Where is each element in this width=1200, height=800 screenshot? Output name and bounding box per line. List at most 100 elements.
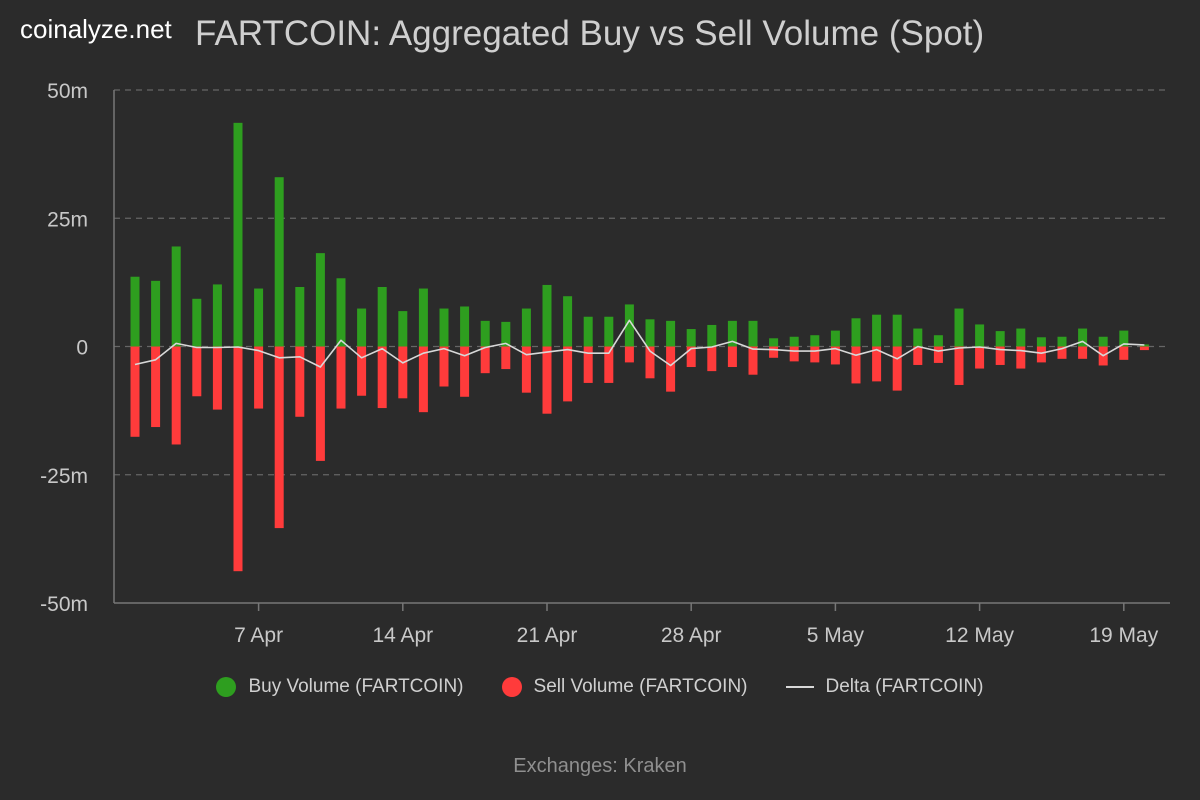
sell-bar bbox=[480, 346, 490, 374]
buy-bar bbox=[480, 320, 490, 347]
sell-bar bbox=[274, 346, 284, 529]
buy-bar bbox=[624, 304, 634, 347]
buy-bar bbox=[254, 288, 264, 347]
buy-bar bbox=[336, 278, 346, 347]
y-tick-label: 0 bbox=[76, 337, 88, 360]
sell-bar bbox=[604, 346, 614, 383]
y-axis: 50m 25m 0 -25m -50m bbox=[40, 80, 115, 616]
x-tick-label: 19 May bbox=[1089, 624, 1158, 647]
legend-label-buy: Buy Volume (FARTCOIN) bbox=[248, 676, 464, 697]
buy-bar bbox=[295, 286, 305, 347]
buy-bar bbox=[439, 308, 449, 347]
x-tick-label: 14 Apr bbox=[372, 624, 433, 647]
sell-bar bbox=[830, 346, 840, 365]
sell-bar bbox=[954, 346, 964, 385]
buy-bar bbox=[542, 284, 552, 347]
sell-bar bbox=[666, 346, 676, 392]
buy-bar bbox=[1139, 344, 1149, 347]
buy-bar bbox=[645, 319, 655, 347]
buy-bar bbox=[1078, 328, 1088, 347]
sell-bar bbox=[521, 346, 531, 393]
x-tick-label: 7 Apr bbox=[234, 624, 283, 647]
sell-bar bbox=[212, 346, 222, 410]
legend-item-delta[interactable]: Delta (FARTCOIN) bbox=[785, 676, 984, 698]
delta-line-group bbox=[134, 319, 1145, 368]
legend-label-sell: Sell Volume (FARTCOIN) bbox=[533, 676, 748, 697]
buy-bar bbox=[192, 298, 202, 347]
buy-bar bbox=[872, 314, 882, 347]
sell-bar bbox=[995, 346, 1005, 365]
sell-bar bbox=[398, 346, 408, 399]
brand-logo-text[interactable]: coinalyze.net bbox=[20, 14, 172, 44]
buy-bar bbox=[954, 308, 964, 347]
buy-bar bbox=[1098, 336, 1108, 347]
buy-bar bbox=[521, 308, 531, 347]
buy-bar bbox=[377, 286, 387, 347]
sell-bar bbox=[542, 346, 552, 414]
y-tick-label: 50m bbox=[47, 80, 88, 103]
x-tick-label: 21 Apr bbox=[517, 624, 578, 647]
sell-bar bbox=[789, 346, 799, 362]
buy-bar bbox=[686, 329, 696, 347]
sell-bar bbox=[913, 346, 923, 365]
buy-bar bbox=[233, 122, 243, 347]
y-tick-label: 25m bbox=[47, 208, 88, 231]
buy-bar bbox=[1119, 330, 1129, 347]
sell-bar bbox=[563, 346, 573, 402]
sell-bar bbox=[624, 346, 634, 363]
sell-bar bbox=[810, 346, 820, 363]
sell-bar bbox=[501, 346, 511, 370]
sell-bar bbox=[892, 346, 902, 391]
sell-bar bbox=[254, 346, 264, 409]
y-tick-label: -50m bbox=[40, 593, 88, 616]
sell-bar bbox=[1016, 346, 1026, 369]
grid-layer bbox=[114, 89, 1170, 476]
legend-item-buy[interactable]: Buy Volume (FARTCOIN) bbox=[216, 676, 464, 698]
buy-bar bbox=[769, 338, 779, 347]
sell-bar bbox=[418, 346, 428, 413]
buy-bar bbox=[727, 320, 737, 347]
buy-bar bbox=[975, 324, 985, 347]
sell-bar bbox=[769, 346, 779, 358]
buy-bar bbox=[398, 311, 408, 347]
sell-bar bbox=[1078, 346, 1088, 359]
buy-bar bbox=[604, 316, 614, 347]
buy-bar bbox=[666, 320, 676, 347]
buy-bar bbox=[418, 288, 428, 347]
legend: Buy Volume (FARTCOIN) Sell Volume (FARTC… bbox=[0, 676, 1200, 698]
buy-bar bbox=[315, 253, 325, 347]
buy-bar bbox=[583, 316, 593, 347]
buy-bar bbox=[748, 320, 758, 347]
sell-bar bbox=[727, 346, 737, 368]
buy-bar bbox=[563, 296, 573, 347]
sell-bars bbox=[130, 346, 1149, 572]
sell-bar bbox=[1119, 346, 1129, 360]
sell-bar bbox=[377, 346, 387, 409]
buy-bar bbox=[851, 318, 861, 347]
buy-bar bbox=[1036, 337, 1046, 347]
buy-bar bbox=[1057, 336, 1067, 347]
legend-label-delta: Delta (FARTCOIN) bbox=[825, 676, 984, 697]
sell-bar bbox=[171, 346, 181, 445]
buy-bar bbox=[830, 330, 840, 347]
sell-bar bbox=[130, 346, 140, 437]
buy-dot-icon bbox=[216, 677, 237, 697]
sell-bar bbox=[233, 346, 243, 572]
buy-bar bbox=[171, 246, 181, 347]
delta-line bbox=[134, 319, 1145, 368]
sell-bar bbox=[1139, 346, 1149, 351]
buy-bar bbox=[274, 177, 284, 347]
sell-bar bbox=[1057, 346, 1067, 359]
buy-bar bbox=[892, 314, 902, 347]
sell-bar bbox=[872, 346, 882, 382]
x-tick-label: 5 May bbox=[807, 624, 865, 647]
buy-bar bbox=[789, 336, 799, 347]
buy-bar bbox=[212, 284, 222, 347]
sell-bar bbox=[315, 346, 325, 461]
sell-bar bbox=[933, 346, 943, 363]
sell-bar bbox=[583, 346, 593, 383]
legend-item-sell[interactable]: Sell Volume (FARTCOIN) bbox=[501, 676, 748, 698]
buy-bar bbox=[151, 280, 161, 347]
buy-bar bbox=[933, 335, 943, 347]
